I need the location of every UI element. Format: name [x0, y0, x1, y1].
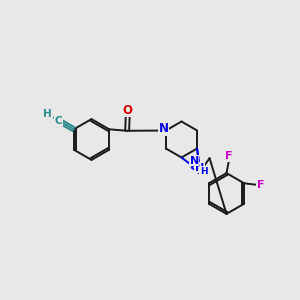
Text: H: H — [44, 109, 52, 119]
Text: N: N — [158, 122, 169, 135]
Text: F: F — [256, 180, 264, 190]
Text: N: N — [195, 163, 204, 172]
Text: O: O — [123, 103, 133, 117]
Text: H: H — [200, 167, 208, 176]
Text: N: N — [190, 156, 199, 166]
Text: F: F — [225, 151, 233, 161]
Text: C: C — [55, 116, 63, 126]
